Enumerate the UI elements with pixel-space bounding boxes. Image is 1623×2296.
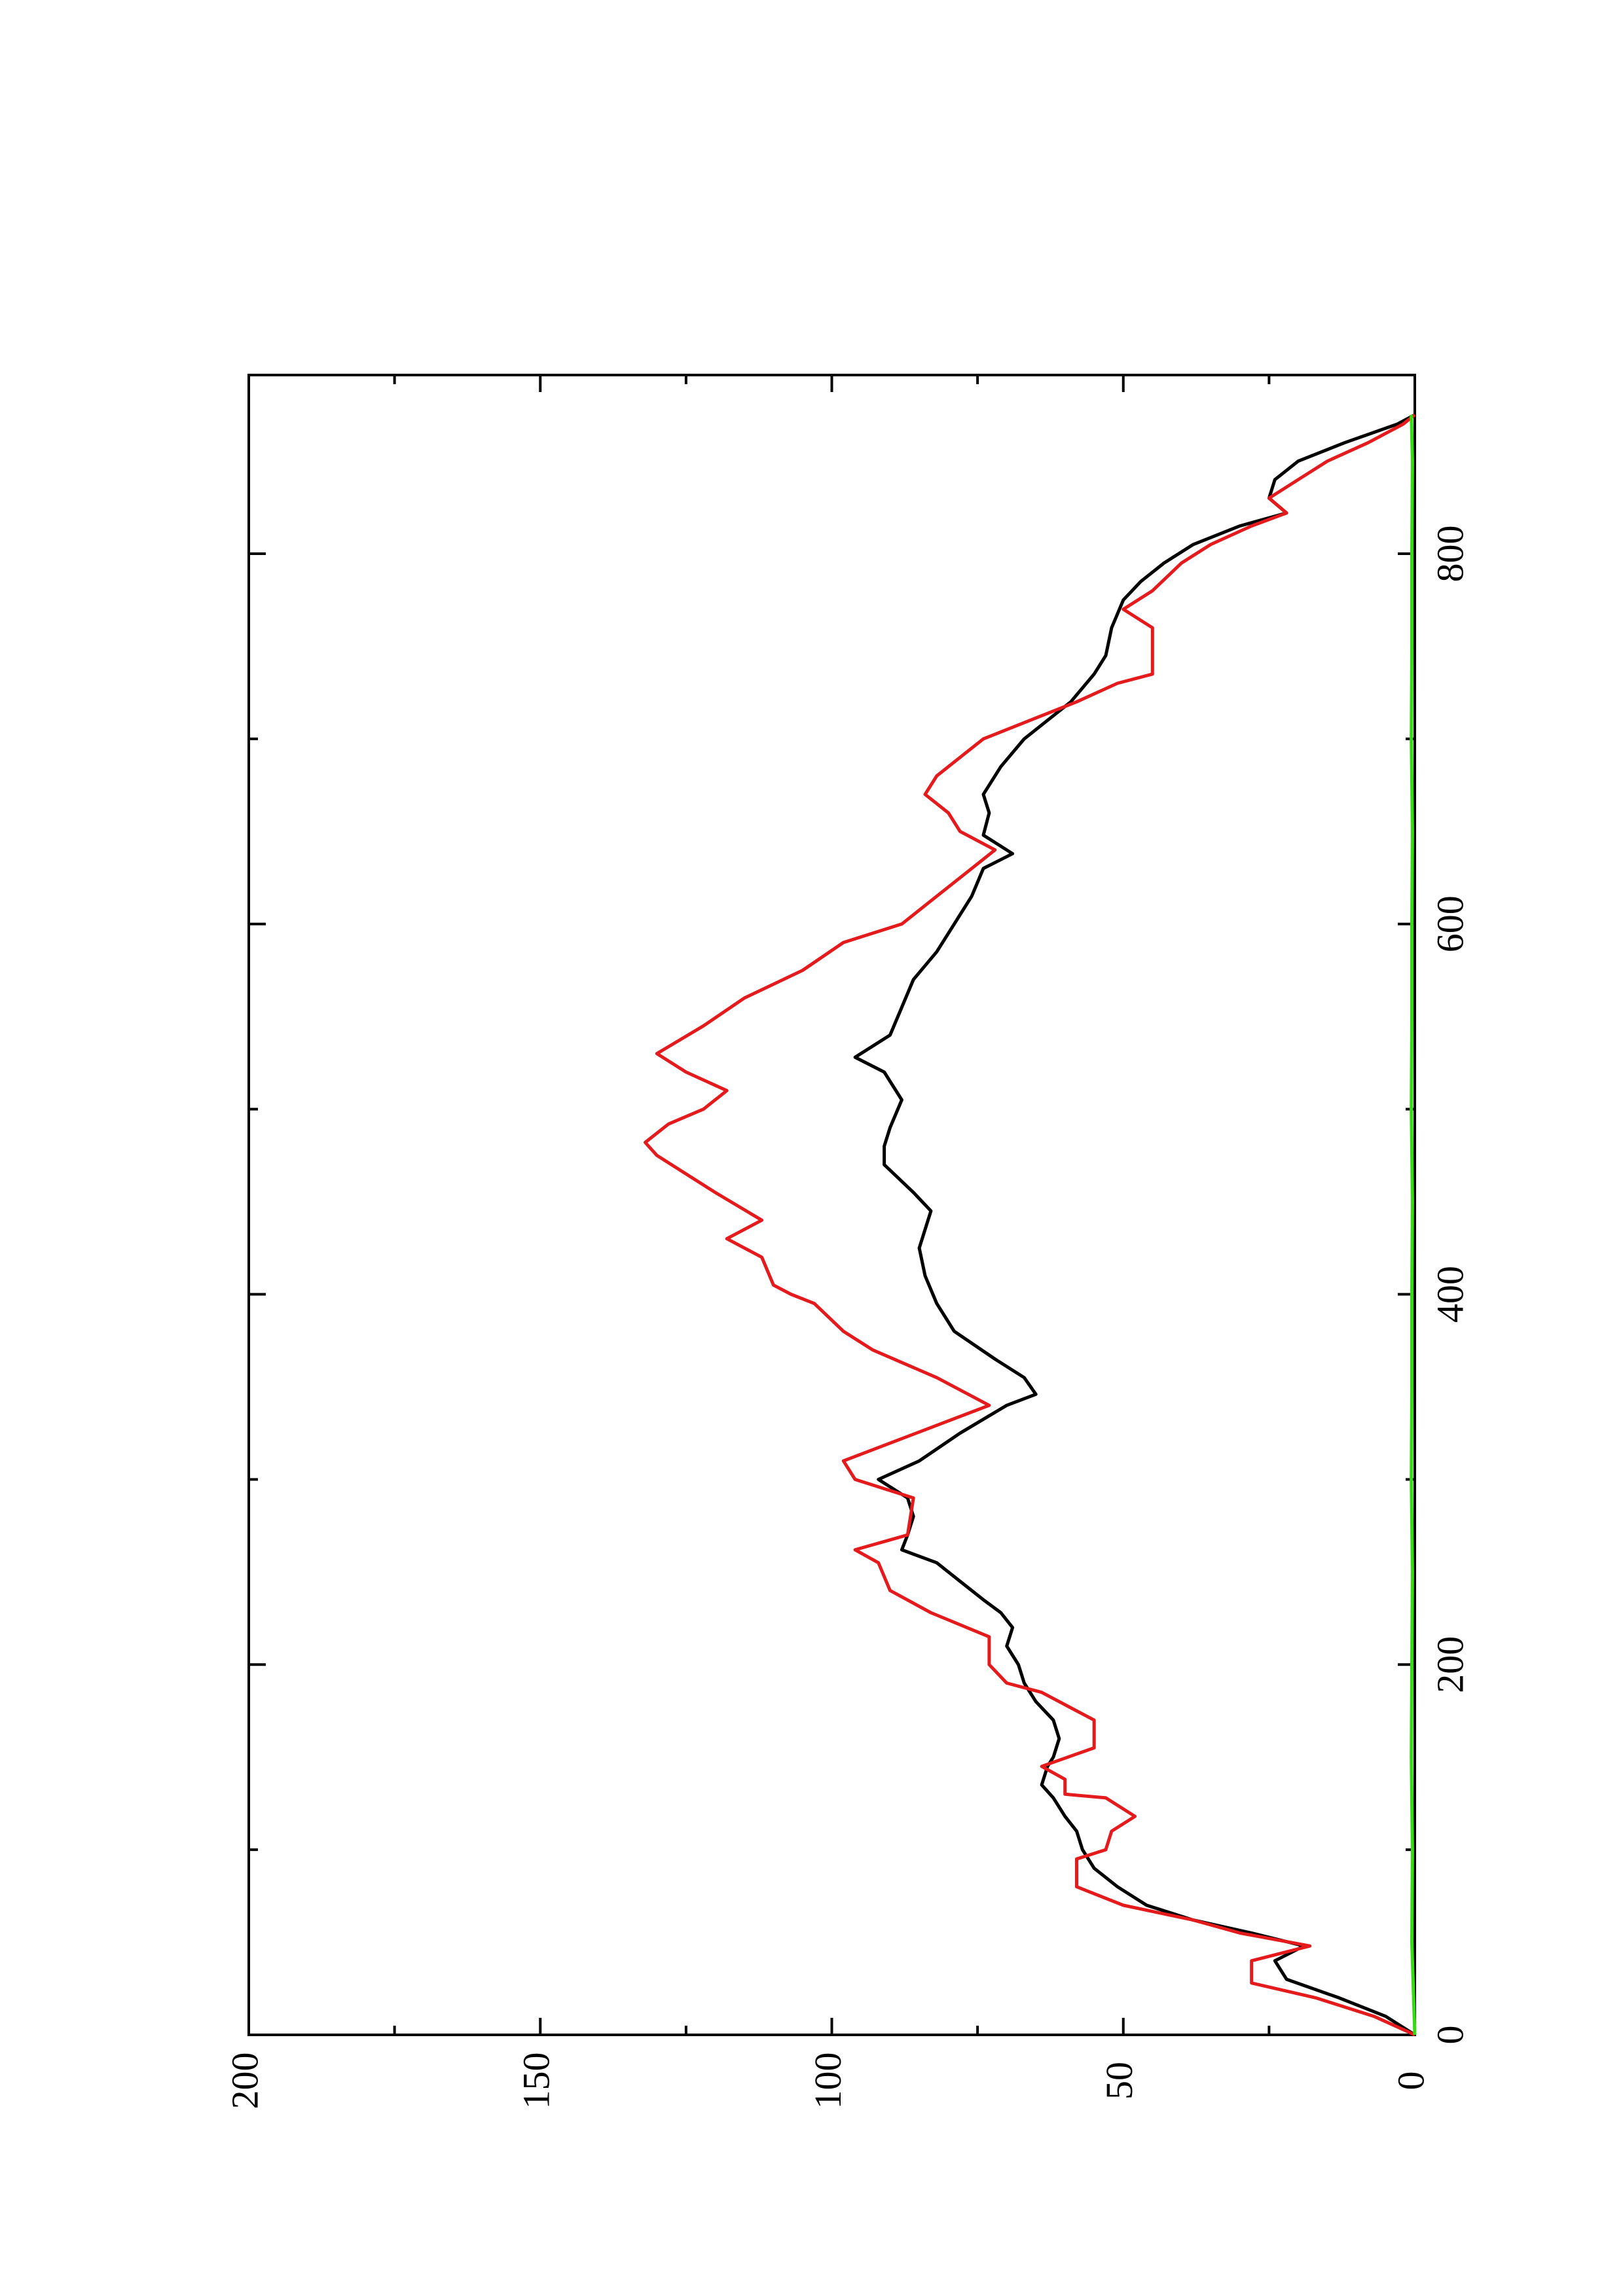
x-tick-label: 800 bbox=[1429, 526, 1471, 583]
y-tick-label: 0 bbox=[1389, 2072, 1432, 2090]
x-tick-label: 200 bbox=[1429, 1636, 1471, 1693]
x-tick-label: 600 bbox=[1429, 895, 1471, 952]
y-tick-label: 50 bbox=[1098, 2062, 1140, 2100]
plot-frame bbox=[247, 374, 1416, 2036]
y-tick-label: 100 bbox=[807, 2053, 849, 2109]
y-tick-label: 200 bbox=[223, 2053, 266, 2109]
x-tick-label: 400 bbox=[1429, 1266, 1471, 1323]
series-layer bbox=[644, 413, 1417, 2037]
series-line-3 bbox=[1410, 414, 1417, 2036]
tick-labels: 0 200 400 600 800 0 50 100 150 200 bbox=[223, 526, 1471, 2109]
y-tick-label: 150 bbox=[515, 2053, 558, 2109]
series-line-1 bbox=[853, 413, 1416, 2037]
axis-ticks bbox=[247, 375, 1416, 2036]
x-tick-label: 0 bbox=[1429, 2026, 1471, 2045]
series-line-2 bbox=[644, 413, 1416, 2037]
